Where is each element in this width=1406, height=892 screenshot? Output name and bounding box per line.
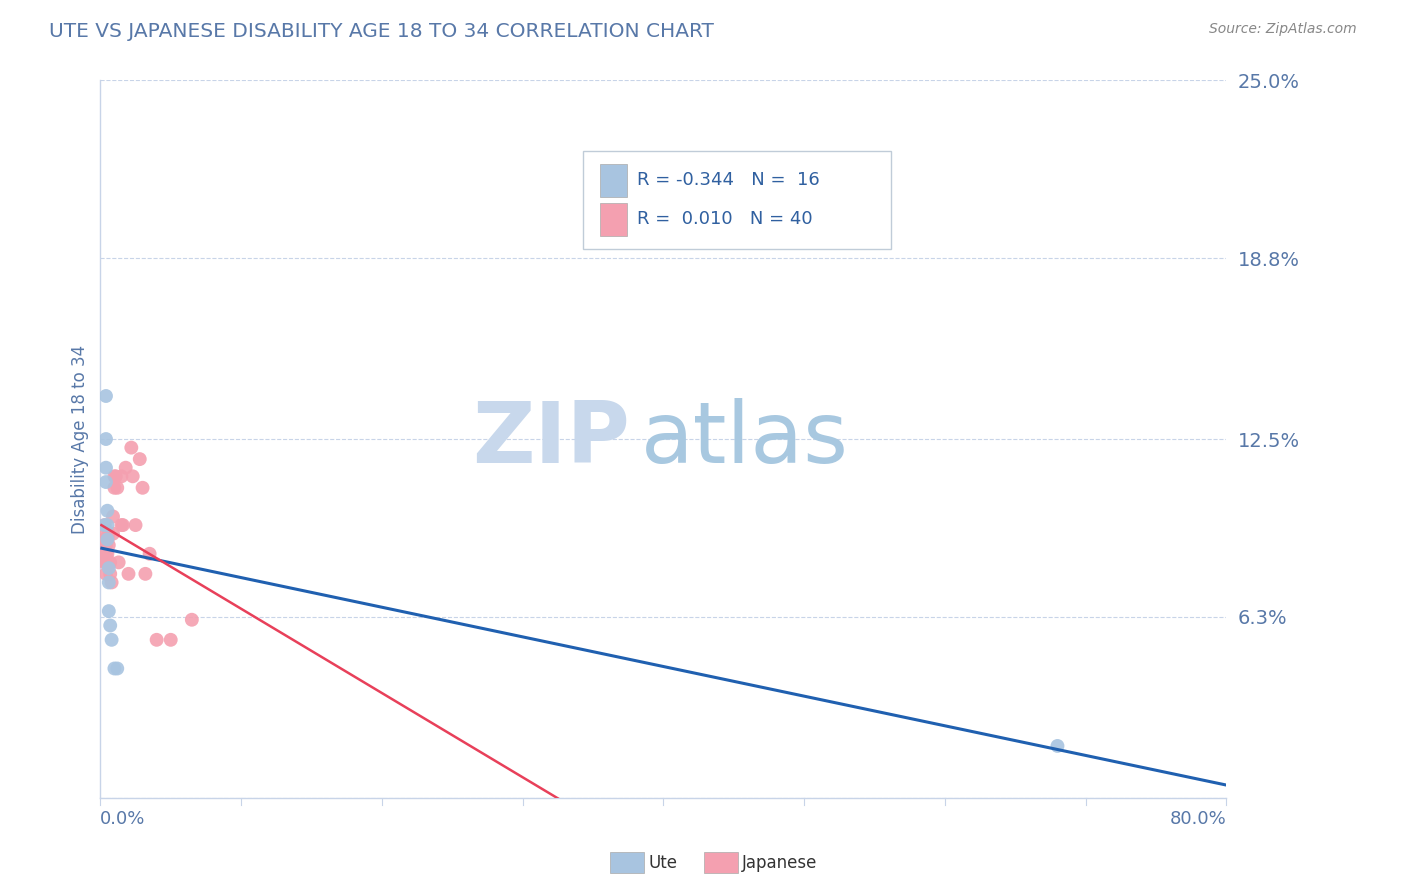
Text: 0.0%: 0.0%	[100, 811, 146, 829]
Point	[94, 555, 117, 569]
Point	[111, 518, 134, 533]
Point	[97, 561, 120, 575]
Text: R = -0.344   N =  16: R = -0.344 N = 16	[637, 171, 820, 189]
Text: Source: ZipAtlas.com: Source: ZipAtlas.com	[1209, 22, 1357, 37]
Point	[138, 547, 160, 561]
Point	[96, 533, 118, 547]
Point	[104, 469, 127, 483]
Text: R =  0.010   N = 40: R = 0.010 N = 40	[637, 211, 813, 228]
Point	[101, 509, 124, 524]
Point	[98, 618, 121, 632]
Point	[96, 547, 118, 561]
Point	[94, 566, 117, 581]
Point	[93, 518, 115, 533]
Point	[97, 526, 120, 541]
Point	[103, 661, 125, 675]
Text: Ute: Ute	[648, 854, 678, 871]
Text: atlas: atlas	[641, 398, 849, 481]
Point	[128, 452, 150, 467]
Point	[131, 481, 153, 495]
Point	[100, 575, 122, 590]
Point	[134, 566, 156, 581]
Point	[105, 481, 128, 495]
Point	[117, 566, 139, 581]
Point	[96, 533, 118, 547]
Point	[121, 469, 143, 483]
Point	[94, 460, 117, 475]
Point	[97, 604, 120, 618]
Point	[100, 632, 122, 647]
Y-axis label: Disability Age 18 to 34: Disability Age 18 to 34	[72, 344, 89, 533]
Point	[107, 555, 129, 569]
Point	[101, 526, 124, 541]
Point	[124, 518, 146, 533]
Point	[98, 555, 121, 569]
Point	[94, 538, 117, 552]
Point	[94, 389, 117, 403]
Point	[94, 475, 117, 489]
Point	[94, 526, 117, 541]
Point	[93, 555, 115, 569]
Point	[105, 661, 128, 675]
Point	[145, 632, 167, 647]
Point	[114, 460, 136, 475]
Point	[98, 566, 121, 581]
Point	[103, 469, 125, 483]
Point	[96, 504, 118, 518]
Point	[110, 518, 132, 533]
Point	[180, 613, 202, 627]
Text: ZIP: ZIP	[472, 398, 630, 481]
Point	[94, 432, 117, 446]
Point	[93, 518, 115, 533]
Point	[159, 632, 181, 647]
Point	[120, 441, 142, 455]
Point	[93, 538, 115, 552]
Point	[1046, 739, 1069, 753]
Text: Japanese: Japanese	[742, 854, 818, 871]
Point	[110, 469, 132, 483]
Point	[94, 547, 117, 561]
Point	[93, 547, 115, 561]
Point	[96, 555, 118, 569]
Text: 80.0%: 80.0%	[1170, 811, 1226, 829]
Text: UTE VS JAPANESE DISABILITY AGE 18 TO 34 CORRELATION CHART: UTE VS JAPANESE DISABILITY AGE 18 TO 34 …	[49, 22, 714, 41]
Point	[97, 575, 120, 590]
Point	[97, 538, 120, 552]
Point	[96, 518, 118, 533]
Point	[93, 533, 115, 547]
Point	[103, 481, 125, 495]
